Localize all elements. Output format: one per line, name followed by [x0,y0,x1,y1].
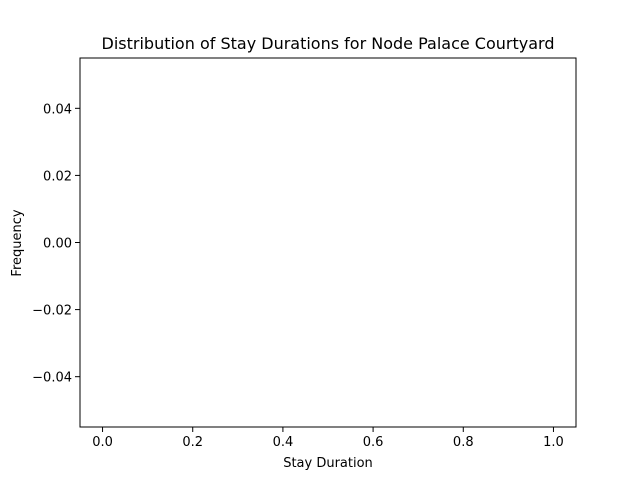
x-tick-label: 0.0 [92,435,113,450]
y-axis-label: Frequency [10,209,25,276]
x-tick-label: 0.2 [182,435,203,450]
x-axis-label: Stay Duration [283,456,373,471]
y-tick-label: −0.04 [32,371,72,386]
x-tick-label: 0.6 [363,435,384,450]
chart-title: Distribution of Stay Durations for Node … [102,34,555,53]
x-tick-label: 0.8 [453,435,474,450]
y-tick-label: −0.02 [32,304,72,319]
plot-frame [79,57,577,428]
x-axis: 0.0 0.2 0.4 0.6 0.8 1.0 [92,427,564,450]
x-tick-label: 1.0 [543,435,564,450]
x-tick-label: 0.4 [273,435,294,450]
plot-area [79,57,577,428]
y-tick-label: 0.00 [43,237,72,252]
y-axis: −0.04 −0.02 0.00 0.02 0.04 [32,102,80,386]
y-tick-label: 0.02 [43,169,72,184]
y-tick-label: 0.04 [43,102,72,117]
